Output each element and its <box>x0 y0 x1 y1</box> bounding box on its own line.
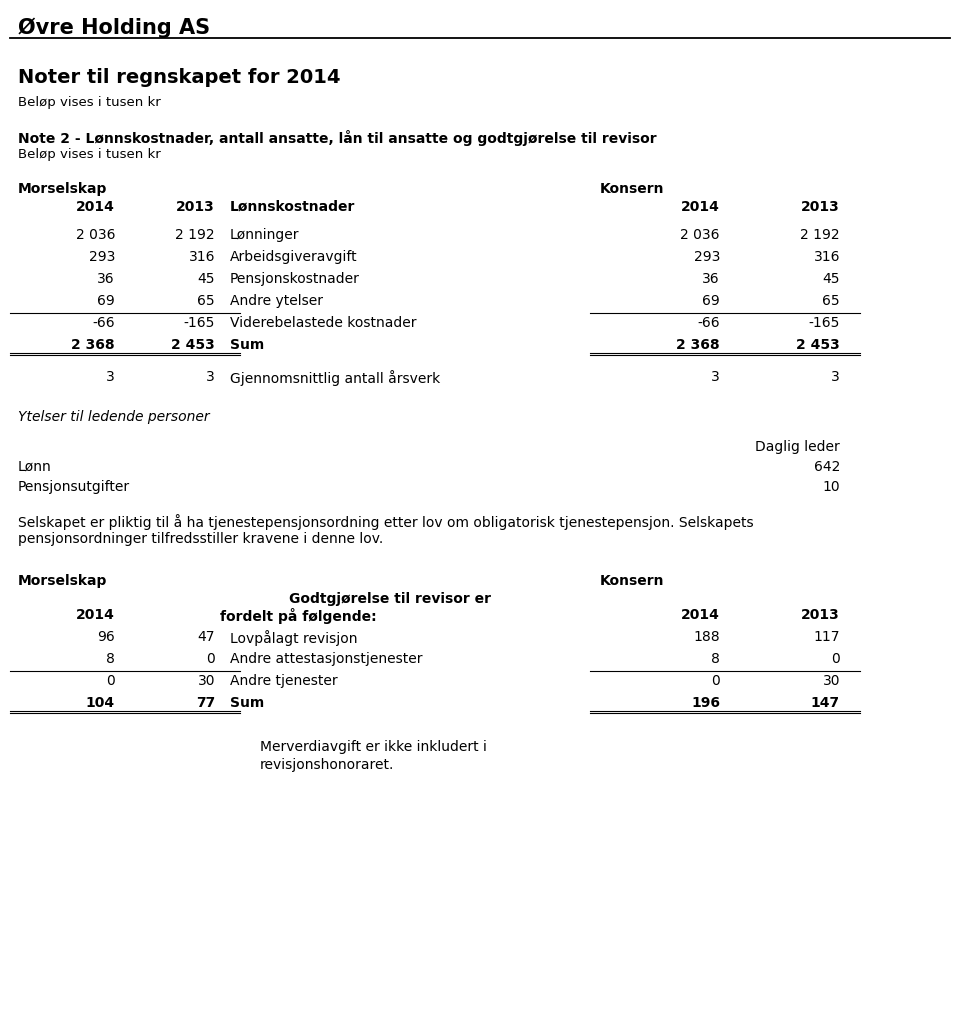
Text: 293: 293 <box>694 250 720 264</box>
Text: 2014: 2014 <box>682 200 720 214</box>
Text: 316: 316 <box>188 250 215 264</box>
Text: Beløp vises i tusen kr: Beløp vises i tusen kr <box>18 96 160 109</box>
Text: 69: 69 <box>97 294 115 308</box>
Text: 0: 0 <box>711 674 720 688</box>
Text: 104: 104 <box>85 696 115 710</box>
Text: -165: -165 <box>808 316 840 330</box>
Text: Sum: Sum <box>230 338 264 352</box>
Text: 293: 293 <box>88 250 115 264</box>
Text: Lønnskostnader: Lønnskostnader <box>230 200 355 214</box>
Text: Morselskap: Morselskap <box>18 182 108 196</box>
Text: 65: 65 <box>823 294 840 308</box>
Text: 8: 8 <box>107 652 115 666</box>
Text: Gjennomsnittlig antall årsverk: Gjennomsnittlig antall årsverk <box>230 370 441 386</box>
Text: Lønn: Lønn <box>18 460 52 474</box>
Text: -66: -66 <box>92 316 115 330</box>
Text: 65: 65 <box>198 294 215 308</box>
Text: 2014: 2014 <box>76 608 115 622</box>
Text: Pensjonskostnader: Pensjonskostnader <box>230 272 360 286</box>
Text: 2 036: 2 036 <box>76 228 115 242</box>
Text: 47: 47 <box>198 630 215 644</box>
Text: Pensjonsutgifter: Pensjonsutgifter <box>18 480 131 494</box>
Text: 30: 30 <box>823 674 840 688</box>
Text: Lønninger: Lønninger <box>230 228 300 242</box>
Text: Selskapet er pliktig til å ha tjenestepensjonsordning etter lov om obligatorisk : Selskapet er pliktig til å ha tjenestepe… <box>18 514 754 530</box>
Text: revisjonshonoraret.: revisjonshonoraret. <box>260 758 395 772</box>
Text: 0: 0 <box>831 652 840 666</box>
Text: 2013: 2013 <box>802 200 840 214</box>
Text: 69: 69 <box>703 294 720 308</box>
Text: Øvre Holding AS: Øvre Holding AS <box>18 19 210 38</box>
Text: 45: 45 <box>198 272 215 286</box>
Text: 117: 117 <box>813 630 840 644</box>
Text: 10: 10 <box>823 480 840 494</box>
Text: fordelt på følgende:: fordelt på følgende: <box>220 608 376 624</box>
Text: 2014: 2014 <box>76 200 115 214</box>
Text: 2 036: 2 036 <box>681 228 720 242</box>
Text: Ytelser til ledende personer: Ytelser til ledende personer <box>18 410 209 424</box>
Text: 8: 8 <box>711 652 720 666</box>
Text: 2 192: 2 192 <box>176 228 215 242</box>
Text: 3: 3 <box>831 370 840 384</box>
Text: 642: 642 <box>814 460 840 474</box>
Text: 2 192: 2 192 <box>801 228 840 242</box>
Text: Viderebelastede kostnader: Viderebelastede kostnader <box>230 316 417 330</box>
Text: Andre attestasjonstjenester: Andre attestasjonstjenester <box>230 652 422 666</box>
Text: 2 368: 2 368 <box>677 338 720 352</box>
Text: Arbeidsgiveravgift: Arbeidsgiveravgift <box>230 250 358 264</box>
Text: -66: -66 <box>697 316 720 330</box>
Text: Sum: Sum <box>230 696 264 710</box>
Text: 2014: 2014 <box>682 608 720 622</box>
Text: Andre ytelser: Andre ytelser <box>230 294 323 308</box>
Text: Konsern: Konsern <box>600 574 664 588</box>
Text: 96: 96 <box>97 630 115 644</box>
Text: 0: 0 <box>107 674 115 688</box>
Text: 2013: 2013 <box>177 200 215 214</box>
Text: -165: -165 <box>183 316 215 330</box>
Text: 30: 30 <box>198 674 215 688</box>
Text: 147: 147 <box>811 696 840 710</box>
Text: 36: 36 <box>703 272 720 286</box>
Text: Merverdiavgift er ikke inkludert i: Merverdiavgift er ikke inkludert i <box>260 740 487 754</box>
Text: 2 453: 2 453 <box>796 338 840 352</box>
Text: Godtgjørelse til revisor er: Godtgjørelse til revisor er <box>289 592 491 605</box>
Text: Lovpålagt revisjon: Lovpålagt revisjon <box>230 630 357 646</box>
Text: Daglig leder: Daglig leder <box>756 440 840 454</box>
Text: 0: 0 <box>206 652 215 666</box>
Text: 3: 3 <box>107 370 115 384</box>
Text: 196: 196 <box>691 696 720 710</box>
Text: 3: 3 <box>206 370 215 384</box>
Text: 2 368: 2 368 <box>71 338 115 352</box>
Text: 3: 3 <box>711 370 720 384</box>
Text: 188: 188 <box>693 630 720 644</box>
Text: 77: 77 <box>196 696 215 710</box>
Text: Note 2 - Lønnskostnader, antall ansatte, lån til ansatte og godtgjørelse til rev: Note 2 - Lønnskostnader, antall ansatte,… <box>18 130 657 146</box>
Text: pensjonsordninger tilfredsstiller kravene i denne lov.: pensjonsordninger tilfredsstiller kraven… <box>18 533 383 546</box>
Text: 36: 36 <box>97 272 115 286</box>
Text: Beløp vises i tusen kr: Beløp vises i tusen kr <box>18 148 160 161</box>
Text: 45: 45 <box>823 272 840 286</box>
Text: Konsern: Konsern <box>600 182 664 196</box>
Text: 316: 316 <box>813 250 840 264</box>
Text: 2013: 2013 <box>802 608 840 622</box>
Text: 2 453: 2 453 <box>171 338 215 352</box>
Text: Andre tjenester: Andre tjenester <box>230 674 338 688</box>
Text: Noter til regnskapet for 2014: Noter til regnskapet for 2014 <box>18 68 341 87</box>
Text: Morselskap: Morselskap <box>18 574 108 588</box>
